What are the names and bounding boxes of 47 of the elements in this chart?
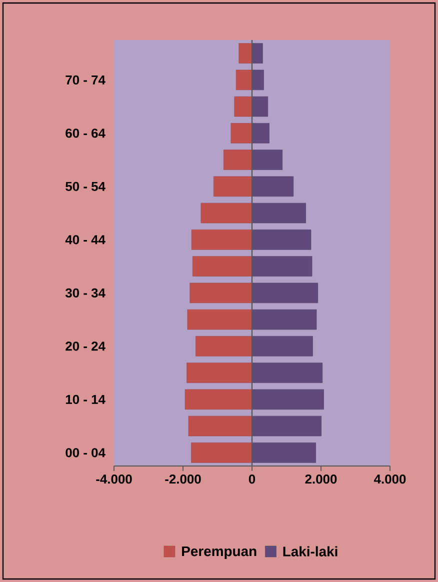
bar <box>236 70 252 90</box>
y-tick-label: 40 - 44 <box>65 235 106 244</box>
x-tick-label: 2.000 <box>305 474 337 484</box>
bar <box>214 176 252 197</box>
bar <box>196 336 252 356</box>
bar <box>234 96 252 117</box>
bar <box>252 416 322 436</box>
bar <box>252 336 313 356</box>
bar <box>252 442 316 463</box>
bar <box>252 202 306 224</box>
bar <box>230 123 252 144</box>
x-tick-label: -2.000 <box>165 474 201 484</box>
y-tick-label: 00 - 04 <box>66 448 106 458</box>
y-tick-label: 10 - 14 <box>66 394 106 404</box>
bar <box>252 230 312 250</box>
bar <box>190 282 252 304</box>
bar <box>187 309 252 330</box>
bar <box>252 70 264 90</box>
x-tick-label: 0 <box>248 474 256 484</box>
y-tick-label: 30 - 34 <box>65 288 106 298</box>
y-tick-label: 70 - 74 <box>66 75 106 85</box>
bar <box>252 389 324 410</box>
bar <box>252 362 323 383</box>
bar <box>184 389 252 410</box>
bar <box>188 416 252 436</box>
legend-label: Laki-laki <box>283 546 338 556</box>
bar <box>186 362 252 383</box>
bar <box>191 442 252 463</box>
bar <box>252 123 270 144</box>
bar <box>191 230 252 250</box>
bar <box>192 256 252 276</box>
x-tick-label: -4.000 <box>96 474 132 484</box>
bar <box>252 96 268 117</box>
bar <box>200 202 252 224</box>
bar <box>252 282 318 304</box>
x-tick-label: 4.000 <box>374 474 406 484</box>
bar <box>252 150 283 170</box>
y-tick-label: 60 - 64 <box>66 128 106 138</box>
bar <box>238 43 252 64</box>
bar <box>252 256 312 276</box>
y-tick-label: 50 - 54 <box>66 182 106 192</box>
bar <box>252 309 317 330</box>
bar <box>224 150 252 170</box>
legend-label: Perempuan <box>182 546 256 559</box>
bar <box>252 176 294 197</box>
y-tick-label: 20 - 24 <box>66 342 106 351</box>
bar <box>252 43 263 64</box>
